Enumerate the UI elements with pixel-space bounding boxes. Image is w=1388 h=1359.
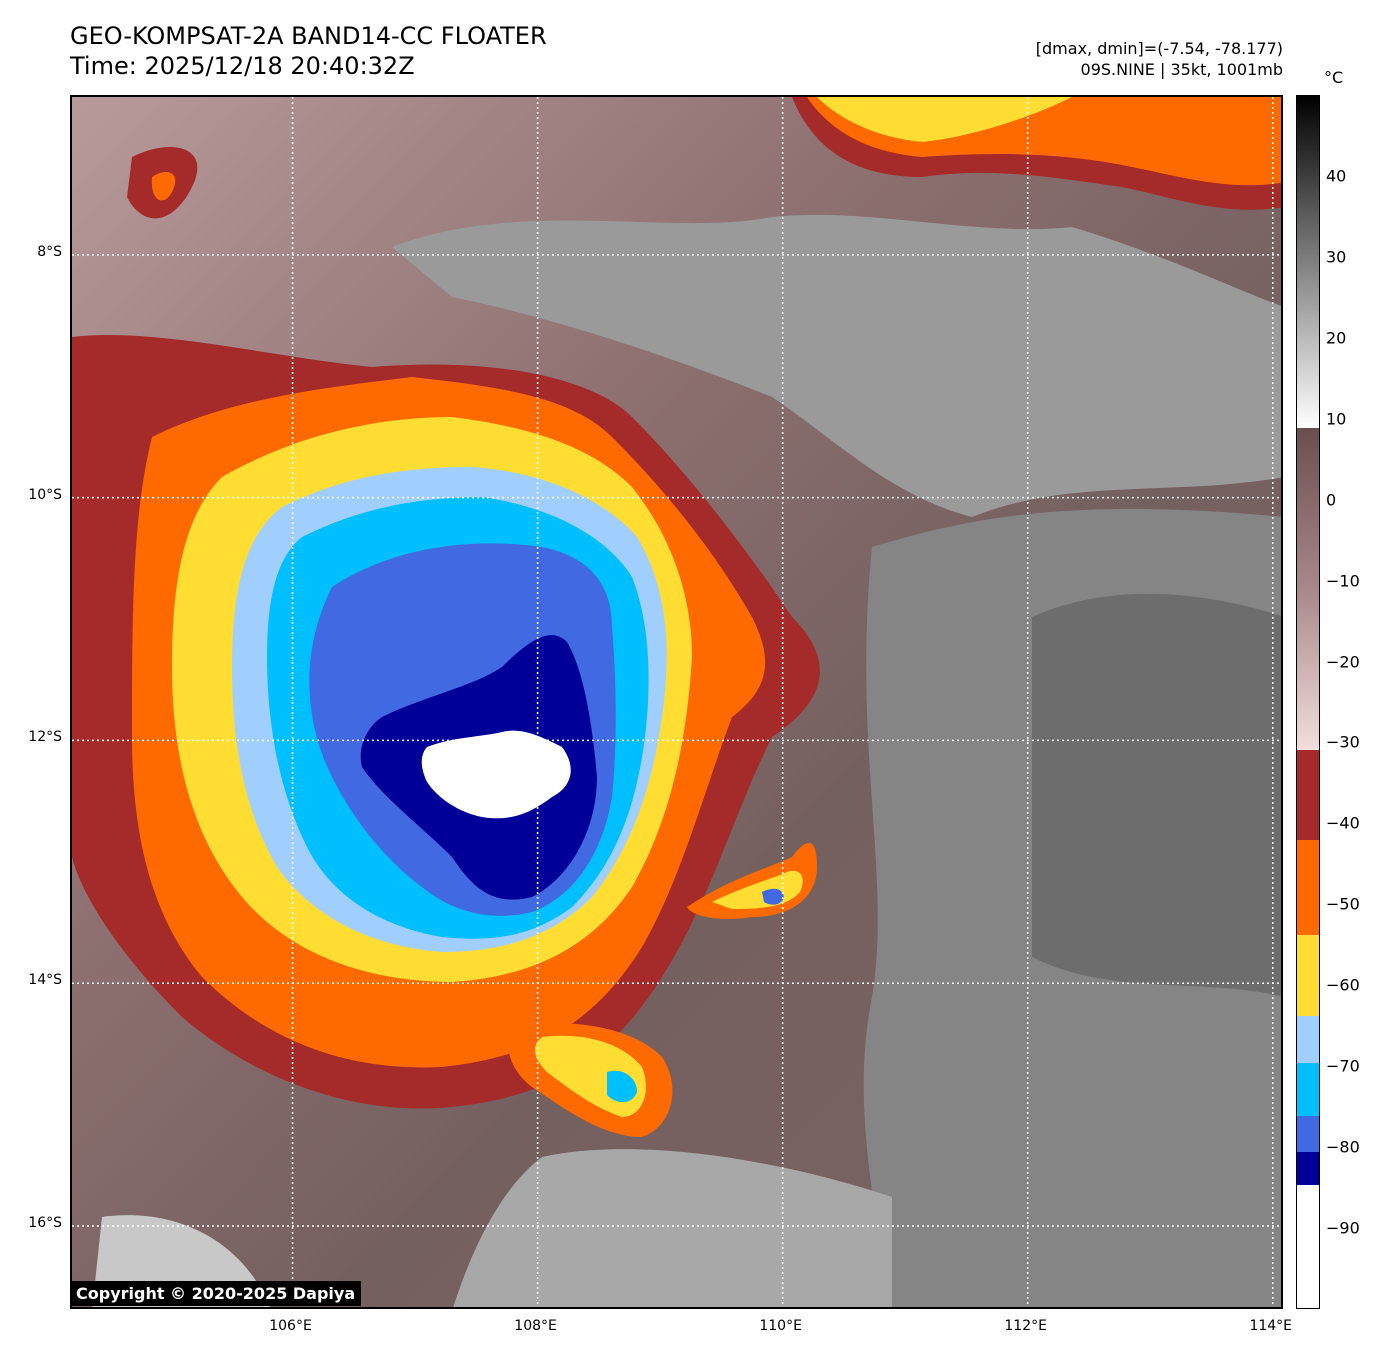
lat-label: 10°S — [28, 486, 62, 503]
south-cell-blue — [607, 1070, 637, 1103]
lat-label: 16°S — [28, 1215, 62, 1232]
east-cell-blue — [762, 888, 784, 905]
lon-label: 108°E — [514, 1318, 557, 1334]
copyright-label: Copyright © 2020-2025 Dapiya — [70, 1281, 362, 1306]
dmax-dmin-readout: [dmax, dmin]=(-7.54, -78.177) — [1035, 39, 1283, 58]
colorbar-tick: −10 — [1326, 571, 1360, 591]
colorbar-tick: −90 — [1326, 1218, 1360, 1238]
lon-label: 106°E — [269, 1318, 312, 1334]
graticule — [72, 97, 1281, 1307]
colorbar-unit: °C — [1324, 68, 1344, 87]
colorbar-tick: 10 — [1326, 409, 1347, 429]
nw-convection-core — [151, 172, 176, 201]
north-convection-yellow — [817, 97, 1072, 142]
colorbar-tick: −40 — [1326, 813, 1360, 833]
colorbar-tick: −20 — [1326, 652, 1360, 672]
colorbar-tick: −80 — [1326, 1137, 1360, 1157]
map-time: Time: 2025/12/18 20:40:32Z — [70, 52, 415, 80]
colorbar-tick: 30 — [1326, 247, 1347, 267]
storm-white-tops — [421, 730, 571, 819]
clear-sky-southeast — [1032, 593, 1281, 997]
lon-label: 112°E — [1004, 1318, 1047, 1334]
clear-sky-northeast — [392, 214, 1281, 517]
colorbar — [1296, 95, 1320, 1309]
storm-info: 09S.NINE | 35kt, 1001mb — [1080, 60, 1283, 79]
colorbar-tick: 20 — [1326, 328, 1347, 348]
lon-label: 114°E — [1249, 1318, 1293, 1334]
colorbar-gradient — [1297, 96, 1319, 1308]
lat-label: 8°S — [37, 243, 62, 260]
lon-label: 110°E — [759, 1318, 802, 1334]
colorbar-tick: −60 — [1326, 975, 1360, 995]
map-title: GEO-KOMPSAT-2A BAND14-CC FLOATER — [70, 22, 547, 50]
colorbar-tick: 0 — [1326, 490, 1337, 510]
lat-label: 12°S — [28, 729, 62, 746]
colorbar-tick: 40 — [1326, 166, 1347, 186]
satellite-map — [70, 95, 1283, 1309]
colorbar-tick: −30 — [1326, 732, 1360, 752]
lat-label: 14°S — [28, 972, 62, 989]
imagery-layer — [72, 97, 1281, 1307]
colorbar-tick: −70 — [1326, 1056, 1360, 1076]
colorbar-tick: −50 — [1326, 894, 1360, 914]
